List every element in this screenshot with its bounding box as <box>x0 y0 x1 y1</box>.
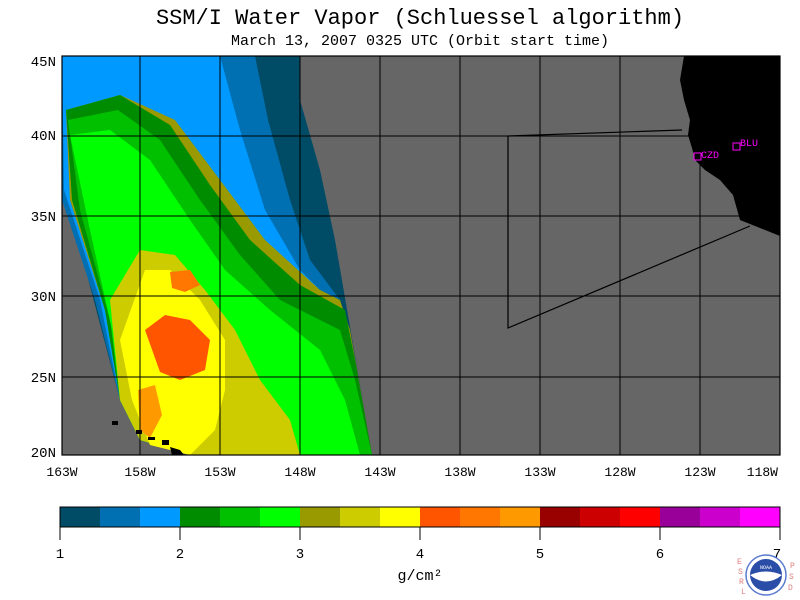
island-maui <box>162 440 169 445</box>
station-label: BLU <box>740 139 758 150</box>
lon-label: 133W <box>524 465 555 480</box>
colorbar-ticks <box>59 527 781 540</box>
lat-label: 30N <box>31 290 56 306</box>
lon-label: 148W <box>284 465 315 480</box>
colorbar-swatch <box>500 507 541 527</box>
colorbar-tick-label: 3 <box>296 547 304 563</box>
colorbar-swatch <box>140 507 181 527</box>
logo-letter: D <box>788 584 793 593</box>
colorbar <box>60 507 781 527</box>
path-lines <box>507 129 751 329</box>
logo-letter: P <box>790 562 795 571</box>
lat-lon-grid <box>62 56 780 455</box>
colorbar-tick-label: 7 <box>773 547 781 563</box>
california-land <box>680 56 780 236</box>
station-czd: CZD <box>693 151 719 162</box>
colorbar-swatch <box>60 507 101 527</box>
colorbar-swatch <box>420 507 461 527</box>
hawaii-islands <box>112 421 184 455</box>
station-label: CZD <box>701 151 719 162</box>
colorbar-swatch <box>740 507 781 527</box>
island-oahu <box>136 430 142 434</box>
lon-label: 128W <box>604 465 635 480</box>
square-marker-icon <box>732 142 741 151</box>
lon-label: 143W <box>364 465 395 480</box>
logo-letter: R <box>739 578 744 587</box>
colorbar-swatch <box>220 507 261 527</box>
colorbar-tick-label: 5 <box>536 547 544 563</box>
lon-label: 153W <box>204 465 235 480</box>
map-subtitle: March 13, 2007 0325 UTC (Orbit start tim… <box>230 33 610 50</box>
lon-label: 158W <box>124 465 155 480</box>
colorbar-tick-labels: 1 2 3 4 5 6 7 <box>56 547 781 563</box>
lon-label: 118W <box>747 465 778 480</box>
colorbar-tick-label: 2 <box>176 547 184 563</box>
colorbar-tick-label: 4 <box>416 547 424 563</box>
lat-label: 35N <box>31 210 56 226</box>
lon-label: 123W <box>684 465 715 480</box>
island-molokai <box>148 437 155 440</box>
lat-label: 45N <box>31 55 56 71</box>
noaa-logo-icon: E S R L P S D NOAA <box>737 554 795 597</box>
colorbar-swatch <box>100 507 141 527</box>
colorbar-swatch <box>660 507 701 527</box>
colorbar-swatch <box>540 507 581 527</box>
logo-letter: L <box>741 588 746 597</box>
station-blu: BLU <box>732 139 758 151</box>
colorbar-swatch <box>260 507 301 527</box>
map-frame <box>61 55 781 456</box>
colorbar-swatch <box>460 507 501 527</box>
path-line <box>507 136 751 329</box>
square-marker-icon <box>693 152 702 161</box>
colorbar-swatch <box>180 507 221 527</box>
logo-letter: E <box>737 558 742 567</box>
colorbar-swatch <box>700 507 741 527</box>
colorbar-swatch <box>580 507 621 527</box>
swath-band-red-orange <box>170 270 200 292</box>
longitude-labels: 163W 158W 153W 148W 143W 138W 133W 128W … <box>46 465 778 480</box>
lat-label: 25N <box>31 371 56 387</box>
colorbar-swatch <box>340 507 381 527</box>
lon-label: 163W <box>46 465 77 480</box>
path-line <box>507 129 683 137</box>
logo-letter: S <box>789 573 794 582</box>
island-big-island <box>170 447 184 455</box>
colorbar-unit: g/cm² <box>397 568 442 585</box>
latitude-labels: 45N 40N 35N 30N 25N 20N <box>31 55 56 462</box>
colorbar-tick-label: 6 <box>656 547 664 563</box>
swath-band-amber <box>138 385 162 438</box>
colorbar-swatch <box>300 507 341 527</box>
colorbar-swatch <box>620 507 661 527</box>
logo-bird <box>750 571 782 582</box>
swath-band-orange <box>145 315 210 380</box>
colorbar-tick-label: 1 <box>56 547 64 563</box>
lon-label: 138W <box>444 465 475 480</box>
logo-letter: S <box>738 568 743 577</box>
colorbar-swatch <box>380 507 421 527</box>
island-kauai <box>112 421 118 425</box>
logo-center-text: NOAA <box>760 565 772 571</box>
lat-label: 40N <box>31 129 56 145</box>
lat-label: 20N <box>31 446 56 462</box>
map-title: SSM/I Water Vapor (Schluessel algorithm) <box>155 6 685 31</box>
